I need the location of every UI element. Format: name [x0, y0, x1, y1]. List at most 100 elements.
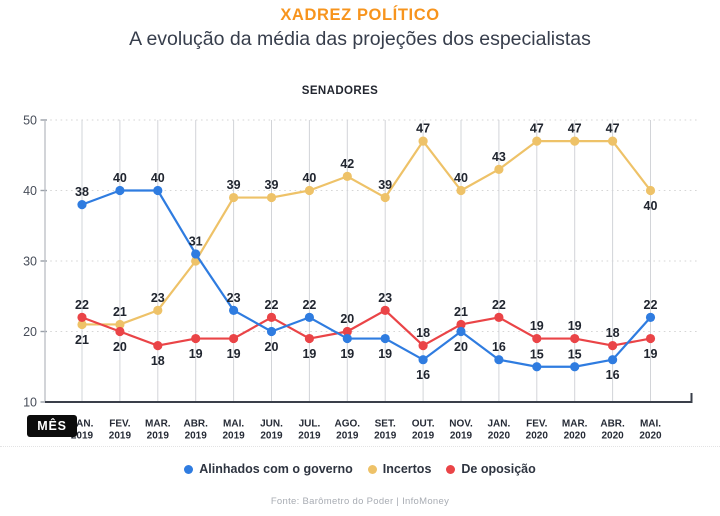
data-point — [77, 200, 87, 210]
data-point-label: 47 — [416, 122, 430, 136]
legend-label: De oposição — [461, 462, 536, 476]
data-point-label: 19 — [189, 347, 203, 361]
data-point — [229, 305, 239, 315]
data-point — [229, 333, 239, 344]
data-point — [380, 333, 390, 344]
data-point-label: 18 — [606, 326, 620, 340]
data-point-label: 19 — [302, 347, 316, 361]
divider — [0, 446, 720, 447]
data-point — [645, 312, 656, 322]
data-point-label: 19 — [227, 347, 241, 361]
data-point — [532, 136, 542, 146]
x-tick-label: SET. 2019 — [374, 419, 397, 442]
data-point-label: 22 — [265, 298, 279, 312]
y-tick-label: 50 — [23, 114, 37, 128]
data-point — [115, 326, 125, 337]
y-tick-label: 20 — [23, 325, 37, 339]
x-tick-label: JUN. 2019 — [260, 419, 283, 442]
data-point — [608, 355, 618, 365]
data-point — [494, 355, 504, 365]
data-point-label: 40 — [113, 171, 127, 185]
legend-item: De oposição — [446, 462, 536, 476]
data-point-label: 16 — [606, 368, 620, 382]
data-point-label: 20 — [340, 312, 354, 326]
x-tick-label: JAN. 2020 — [488, 419, 511, 442]
x-tick-label: JUL. 2019 — [298, 419, 321, 442]
data-point-label: 39 — [265, 178, 279, 192]
data-point — [645, 333, 656, 344]
data-point-label: 40 — [644, 199, 658, 213]
data-point — [266, 326, 277, 337]
data-point-label: 23 — [378, 291, 392, 305]
x-tick-label: OUT. 2019 — [412, 419, 435, 442]
chart-legend: Alinhados com o governo Incertos De oposiç… — [0, 462, 720, 476]
data-point-label: 21 — [454, 305, 468, 319]
data-point-label: 15 — [568, 347, 582, 361]
data-point-label: 39 — [378, 178, 392, 192]
data-point-label: 18 — [151, 354, 165, 368]
data-point-label: 40 — [302, 171, 316, 185]
data-point — [342, 326, 352, 337]
x-tick-label: NOV. 2019 — [449, 419, 473, 442]
data-point-label: 15 — [530, 347, 544, 361]
data-point — [456, 185, 466, 196]
data-point — [570, 136, 580, 146]
y-tick-label: 10 — [23, 396, 37, 410]
data-point-label: 23 — [227, 291, 241, 305]
data-point-label: 42 — [340, 157, 354, 171]
data-point-label: 47 — [530, 122, 544, 136]
data-point — [645, 185, 656, 196]
data-point-label: 20 — [113, 340, 127, 354]
data-point — [304, 333, 314, 344]
data-point — [456, 326, 466, 337]
data-point — [266, 192, 277, 203]
data-point — [77, 312, 87, 322]
data-point-label: 40 — [151, 171, 165, 185]
series-line — [80, 140, 652, 326]
data-point — [342, 333, 352, 344]
y-tick-label: 40 — [23, 184, 37, 198]
data-point — [532, 333, 542, 344]
data-point-label: 21 — [113, 305, 127, 319]
data-point — [570, 362, 580, 372]
data-point-label: 40 — [454, 171, 468, 185]
x-tick-label: MAI. 2020 — [639, 419, 662, 442]
x-tick-label: JAN. 2019 — [71, 419, 94, 442]
legend-item: Alinhados com o governo — [184, 462, 353, 476]
data-point-label: 20 — [454, 340, 468, 354]
data-point — [153, 341, 163, 351]
x-tick-label: FEV. 2019 — [109, 419, 132, 442]
data-point — [456, 319, 466, 330]
page-title: XADREZ POLÍTICO — [280, 6, 440, 24]
data-point-label: 19 — [568, 319, 582, 333]
data-point — [494, 312, 504, 322]
data-point — [342, 171, 352, 181]
data-point-label: 39 — [227, 178, 241, 192]
data-point-label: 16 — [492, 340, 506, 354]
legend-dot-icon — [367, 464, 377, 474]
data-point — [418, 136, 428, 146]
legend-label: Incertos — [382, 462, 432, 476]
data-point-label: 21 — [75, 333, 89, 347]
data-point-label: 43 — [492, 150, 506, 164]
data-point — [570, 333, 580, 344]
data-point — [494, 164, 504, 174]
data-point — [418, 355, 428, 365]
data-point-label: 18 — [416, 326, 430, 340]
data-point-label: 19 — [644, 347, 658, 361]
data-point — [266, 312, 277, 322]
chart-title: SENADORES — [301, 85, 379, 97]
data-point — [418, 341, 428, 351]
data-point — [191, 249, 201, 259]
data-point-label: 22 — [644, 298, 658, 312]
data-point — [608, 341, 618, 351]
data-point-label: 19 — [530, 319, 544, 333]
x-tick-label: FEV. 2020 — [526, 419, 549, 442]
legend-label: Alinhados com o governo — [199, 462, 353, 476]
x-tick-label: ABR. 2019 — [183, 419, 208, 442]
data-point-label: 23 — [151, 291, 165, 305]
data-point-label: 19 — [378, 347, 392, 361]
y-tick-label: 30 — [23, 255, 37, 269]
x-tick-label: MAR. 2019 — [145, 419, 171, 442]
